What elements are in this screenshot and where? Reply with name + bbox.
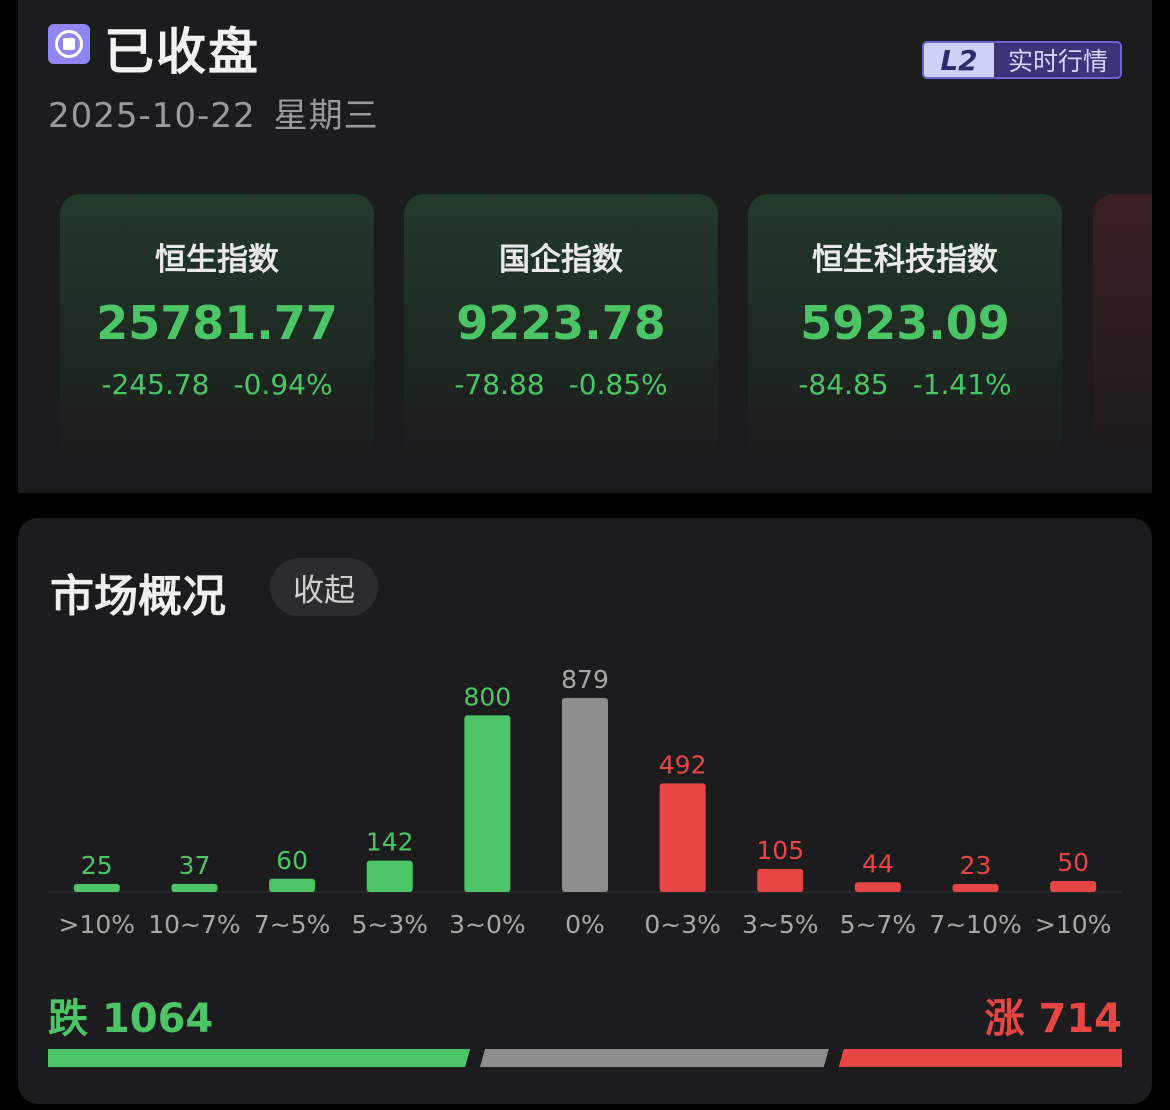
chart-value-label: 142 (366, 828, 414, 857)
date-line: 2025-10-22 星期三 (48, 88, 397, 137)
chart-bar (952, 884, 999, 892)
chart-value-label: 37 (179, 851, 211, 880)
chart-bar (854, 882, 901, 892)
index-change-row: -84.85 -1.41% (748, 368, 1062, 401)
index-card-hscei[interactable]: 国企指数 9223.78 -78.88 -0.85% (404, 194, 718, 464)
index-value: 5923.09 (800, 296, 1010, 350)
index-change-row: -245.78 -0.94% (60, 368, 374, 401)
flat-ratio-bar (480, 1049, 829, 1067)
chart-bar (1050, 880, 1097, 892)
up-total: 涨 714 (985, 986, 1122, 1044)
date: 2025-10-22 (48, 96, 256, 136)
down-count: 1064 (101, 996, 214, 1042)
chart-bar (171, 883, 218, 892)
chart-category-label: 5~3% (351, 910, 428, 939)
down-total: 跌 1064 (48, 986, 213, 1044)
chart-value-label: 879 (561, 665, 609, 694)
chart-category-label: 3~0% (449, 910, 526, 939)
chart-bar (757, 868, 804, 892)
index-name: 国企指数 (499, 242, 623, 278)
collapse-button[interactable]: 收起 (270, 558, 378, 616)
realtime-label: 实时行情 (1007, 47, 1108, 76)
index-card-hstech[interactable]: 恒生科技指数 5923.09 -84.85 -1.41% (748, 194, 1062, 464)
chart-value-label: 44 (862, 849, 894, 878)
market-status-title: 已收盘 (104, 23, 260, 81)
chart-bar (562, 698, 608, 892)
overview-title: 市场概况 (50, 571, 226, 622)
index-value: 9223.78 (456, 296, 666, 350)
chart-category-label: >10% (1035, 910, 1112, 939)
chart-value-label: 23 (960, 851, 992, 880)
up-label: 涨 (984, 996, 1025, 1042)
l2-realtime-badge[interactable]: L2 实时行情 (922, 41, 1122, 79)
chart-bar (73, 884, 120, 892)
index-change-pct: -0.85% (568, 368, 668, 401)
index-value: 25781.77 (96, 296, 338, 350)
chart-value-label: 25 (81, 851, 113, 880)
index-change-row: -78.88 -0.85% (404, 368, 718, 401)
index-change: -245.78 (101, 368, 210, 401)
chart-bar (269, 878, 316, 892)
chart-category-label: 5~7% (840, 910, 917, 939)
chart-bar (464, 715, 511, 892)
index-card-hsi[interactable]: 恒生指数 25781.77 -245.78 -0.94% (60, 194, 374, 464)
chart-category-label: 10~7% (148, 910, 240, 939)
index-card-partial[interactable] (1093, 194, 1152, 464)
chart-value-label: 105 (756, 836, 804, 865)
index-change-pct: -1.41% (912, 368, 1012, 401)
chart-value-label: 492 (659, 750, 707, 779)
chart-bar (366, 860, 413, 892)
l2-logo: L2 (924, 43, 994, 77)
down-ratio-bar (48, 1049, 471, 1067)
down-label: 跌 (48, 996, 88, 1042)
market-status-panel: 已收盘 2025-10-22 星期三 L2 实时行情 恒生指数 25781.77 … (18, 0, 1152, 493)
chart-value-label: 800 (464, 682, 512, 711)
index-change: -78.88 (454, 368, 545, 401)
index-name: 恒生指数 (155, 242, 279, 278)
chart-category-label: 3~5% (742, 910, 819, 939)
chart-category-label: 7~10% (929, 910, 1021, 939)
index-name: 恒生科技指数 (812, 242, 998, 278)
distribution-chart: 25 >10% 37 10~7% 60 7~5% 142 5~3% 800 3~0% 879 0% 49… (48, 665, 1122, 1067)
chart-bar (659, 783, 706, 892)
stop-icon (48, 24, 90, 64)
index-change-pct: -0.94% (233, 368, 333, 401)
index-change: -84.85 (798, 368, 889, 401)
chart-category-label: >10% (59, 910, 136, 939)
chart-value-label: 60 (276, 846, 308, 875)
up-count: 714 (1038, 996, 1123, 1042)
chart-value-label: 50 (1057, 848, 1089, 877)
up-ratio-bar (838, 1049, 1122, 1067)
chart-category-label: 0~3% (644, 910, 721, 939)
weekday: 星期三 (273, 96, 379, 136)
market-overview-panel: 市场概况 收起 25 >10% 37 10~7% 60 7~5% 142 5~3% 800 3~0… (18, 518, 1152, 1104)
chart-category-label: 0% (565, 910, 605, 939)
chart-category-label: 7~5% (254, 910, 331, 939)
